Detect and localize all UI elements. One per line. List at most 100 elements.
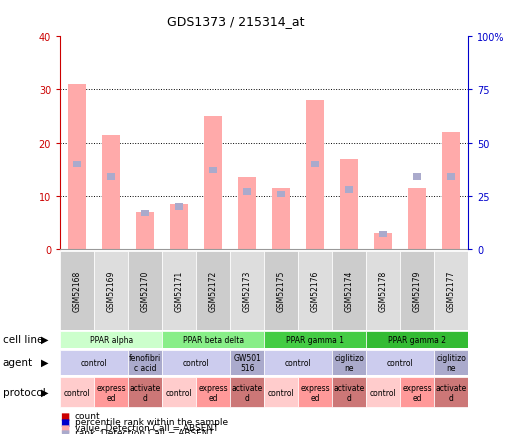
Bar [102, 135, 120, 250]
Text: GSM52173: GSM52173 [243, 270, 252, 312]
Bar [196, 252, 230, 330]
Bar [332, 377, 366, 408]
Bar [162, 377, 196, 408]
Bar [94, 377, 128, 408]
Text: ▶: ▶ [41, 335, 48, 344]
Text: GSM52177: GSM52177 [447, 270, 456, 312]
Text: protocol: protocol [3, 388, 46, 397]
Bar [332, 252, 366, 330]
Text: ■: ■ [60, 423, 70, 433]
Bar [277, 191, 286, 197]
Bar [170, 204, 188, 250]
Bar [60, 350, 128, 375]
Bar [366, 252, 400, 330]
Bar [230, 377, 264, 408]
Bar [238, 178, 256, 250]
Text: express
ed: express ed [402, 383, 432, 401]
Bar [434, 377, 468, 408]
Text: cell line: cell line [3, 335, 43, 344]
Bar [408, 188, 426, 250]
Text: control: control [268, 388, 294, 397]
Bar [128, 350, 162, 375]
Text: PPAR gamma 1: PPAR gamma 1 [286, 335, 344, 344]
Text: activate
d: activate d [130, 383, 161, 401]
Bar [340, 159, 358, 250]
Text: ciglitizo
ne: ciglitizo ne [334, 353, 364, 372]
Text: activate
d: activate d [232, 383, 263, 401]
Bar [128, 252, 162, 330]
Text: ■: ■ [60, 411, 70, 421]
Bar [272, 188, 290, 250]
Text: PPAR alpha: PPAR alpha [89, 335, 133, 344]
Bar [94, 252, 128, 330]
Text: activate
d: activate d [436, 383, 467, 401]
Bar [306, 101, 324, 250]
Text: GSM52170: GSM52170 [141, 270, 150, 312]
Text: ciglitizo
ne: ciglitizo ne [436, 353, 466, 372]
Text: percentile rank within the sample: percentile rank within the sample [75, 417, 228, 426]
Text: control: control [386, 358, 414, 367]
Bar [434, 350, 468, 375]
Bar [162, 350, 230, 375]
Text: GSM52169: GSM52169 [107, 270, 116, 312]
Text: PPAR gamma 2: PPAR gamma 2 [388, 335, 446, 344]
Text: fenofibri
c acid: fenofibri c acid [129, 353, 161, 372]
Bar [230, 252, 264, 330]
Bar [400, 252, 434, 330]
Text: control: control [166, 388, 192, 397]
Bar [434, 252, 468, 330]
Text: control: control [183, 358, 210, 367]
Bar [196, 377, 230, 408]
Bar [366, 331, 468, 348]
Bar [204, 117, 222, 250]
Text: GSM52174: GSM52174 [345, 270, 354, 312]
Bar [264, 377, 298, 408]
Text: ■: ■ [60, 417, 70, 427]
Bar [243, 189, 252, 195]
Text: control: control [285, 358, 312, 367]
Bar [209, 168, 218, 174]
Bar [175, 204, 184, 210]
Bar [264, 331, 366, 348]
Bar [332, 350, 366, 375]
Text: PPAR beta delta: PPAR beta delta [183, 335, 244, 344]
Text: express
ed: express ed [198, 383, 228, 401]
Text: value, Detection Call = ABSENT: value, Detection Call = ABSENT [75, 423, 218, 432]
Bar [374, 233, 392, 250]
Bar [73, 161, 82, 168]
Text: control: control [64, 388, 90, 397]
Bar [60, 377, 94, 408]
Text: GSM52172: GSM52172 [209, 270, 218, 311]
Bar [366, 377, 400, 408]
Bar [60, 252, 94, 330]
Bar [413, 174, 422, 181]
Bar [107, 174, 116, 181]
Text: rank, Detection Call = ABSENT: rank, Detection Call = ABSENT [75, 428, 214, 434]
Text: ▶: ▶ [41, 358, 48, 367]
Text: GSM52176: GSM52176 [311, 270, 320, 312]
Bar [311, 161, 320, 168]
Text: GSM52171: GSM52171 [175, 270, 184, 311]
Bar [60, 331, 162, 348]
Bar [162, 331, 264, 348]
Text: GDS1373 / 215314_at: GDS1373 / 215314_at [167, 15, 304, 28]
Bar [230, 350, 264, 375]
Bar [264, 252, 298, 330]
Bar [128, 377, 162, 408]
Text: GW501
516: GW501 516 [233, 353, 261, 372]
Text: express
ed: express ed [300, 383, 330, 401]
Bar [400, 377, 434, 408]
Bar [379, 231, 388, 238]
Text: GSM52168: GSM52168 [73, 270, 82, 311]
Text: ▶: ▶ [41, 388, 48, 397]
Bar [298, 377, 332, 408]
Text: GSM52179: GSM52179 [413, 270, 422, 312]
Bar [366, 350, 434, 375]
Text: GSM52175: GSM52175 [277, 270, 286, 312]
Text: control: control [370, 388, 396, 397]
Bar [298, 252, 332, 330]
Bar [345, 187, 354, 193]
Bar [447, 174, 456, 181]
Bar [442, 133, 460, 250]
Bar [264, 350, 332, 375]
